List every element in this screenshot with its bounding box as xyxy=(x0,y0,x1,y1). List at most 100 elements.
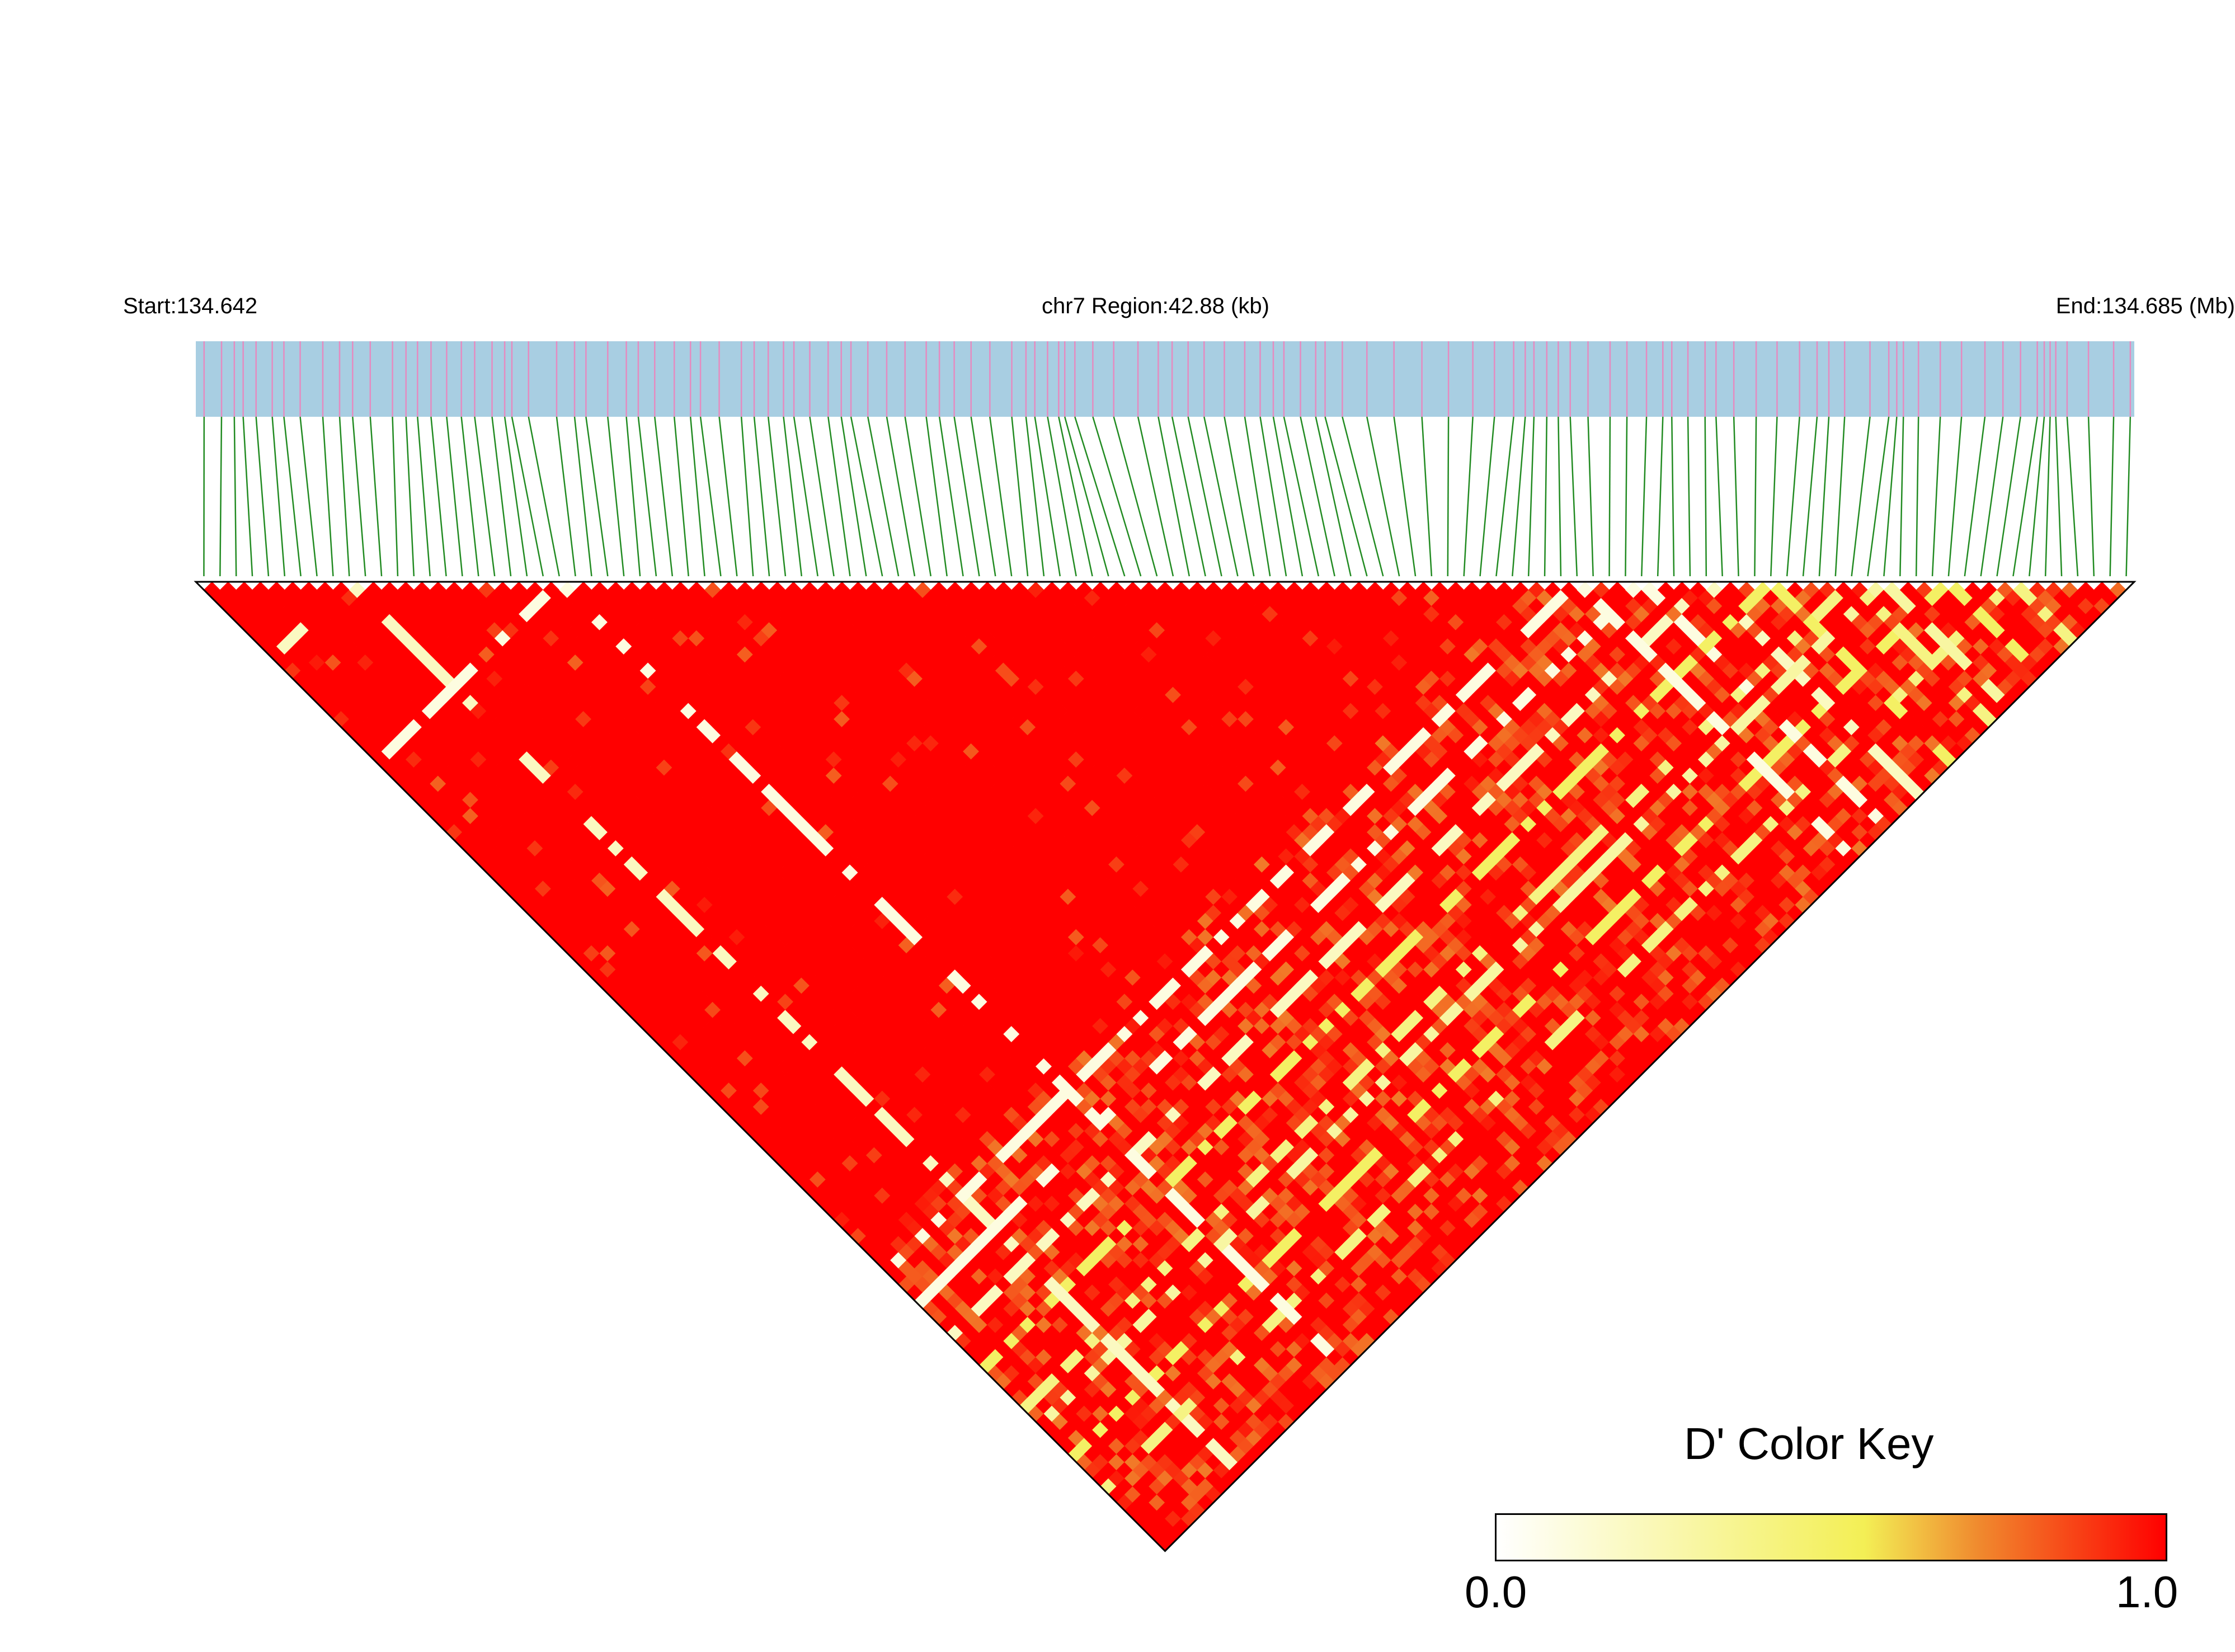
snp-connector xyxy=(511,416,544,577)
snp-connector xyxy=(1569,416,1578,577)
snp-connector xyxy=(255,416,270,577)
snp-connector xyxy=(1342,416,1384,577)
gene-track xyxy=(196,341,2134,417)
snp-connector xyxy=(1366,416,1400,577)
snp-connector xyxy=(753,416,770,577)
snp-connector xyxy=(1544,416,1548,577)
snp-connector xyxy=(1980,416,2004,577)
snp-connector xyxy=(352,416,366,577)
snp-connector xyxy=(1113,416,1158,577)
snp-connector xyxy=(1171,416,1206,577)
snp-connector xyxy=(338,416,350,577)
snp-connector xyxy=(867,416,900,577)
snp-connector xyxy=(793,416,818,577)
snp-connector xyxy=(1715,416,1723,577)
snp-connector xyxy=(1587,416,1594,577)
snp-connector xyxy=(1283,416,1320,577)
snp-connector xyxy=(1527,416,1535,577)
snp-connector xyxy=(1818,416,1830,577)
snp-connector xyxy=(925,416,948,577)
snp-connector xyxy=(528,416,560,577)
snp-connector xyxy=(322,416,334,577)
snp-connector xyxy=(242,416,253,577)
snp-connector xyxy=(938,416,964,577)
snp-connector xyxy=(573,416,592,577)
snp-connector xyxy=(1931,416,1941,577)
snp-connector xyxy=(474,416,496,577)
snp-connector xyxy=(970,416,996,577)
snp-connector xyxy=(1754,416,1757,577)
snp-connector xyxy=(1671,416,1675,577)
snp-connector xyxy=(2012,416,2038,577)
snp-connector xyxy=(1851,416,1871,577)
snp-connector xyxy=(491,416,512,577)
snp-connector xyxy=(299,416,318,577)
snp-connector xyxy=(585,416,609,577)
snp-connector xyxy=(1025,416,1045,577)
snp-connector xyxy=(417,416,431,577)
snp-connector xyxy=(904,416,932,577)
snp-connector xyxy=(1315,416,1352,577)
snp-connector xyxy=(1641,416,1648,577)
snp-connector xyxy=(1300,416,1335,577)
snp-connector xyxy=(827,416,851,577)
snp-connector xyxy=(740,416,754,577)
snp-connector xyxy=(1047,416,1077,577)
snp-connector xyxy=(840,416,867,577)
snp-connector xyxy=(1657,416,1664,577)
snp-connector xyxy=(1034,416,1061,577)
snp-connector xyxy=(1272,416,1304,577)
snp-connector xyxy=(405,416,415,577)
snp-connector xyxy=(1733,416,1739,577)
snp-connector xyxy=(369,416,383,577)
snp-connector xyxy=(271,416,286,577)
snp-connector xyxy=(1834,416,1846,577)
snp-connector xyxy=(1187,416,1222,577)
snp-connector xyxy=(392,416,399,577)
snp-connector xyxy=(783,416,803,577)
snp-connector xyxy=(430,416,447,577)
snp-connector xyxy=(1625,416,1628,577)
snp-connector xyxy=(637,416,657,577)
snp-connector xyxy=(1137,416,1174,577)
snp-connector xyxy=(1915,416,1919,577)
snp-connector xyxy=(718,416,738,577)
snp-connector xyxy=(699,416,722,577)
snp-connector xyxy=(809,416,835,577)
snp-connector xyxy=(556,416,576,577)
snp-connector xyxy=(1802,416,1818,577)
snp-connector xyxy=(2029,416,2045,577)
snp-connector xyxy=(1324,416,1368,577)
snp-connector xyxy=(2044,416,2051,577)
snp-connector xyxy=(219,416,223,577)
snp-connector xyxy=(673,416,689,577)
snp-connector xyxy=(689,416,705,577)
snp-connector xyxy=(1393,416,1417,577)
snp-connector xyxy=(2109,416,2115,577)
snp-connector xyxy=(504,416,528,577)
snp-connector xyxy=(2066,416,2079,577)
snp-connector xyxy=(1947,416,1963,577)
snp-connector xyxy=(1964,416,1986,577)
snp-connector xyxy=(1011,416,1029,577)
snp-connector xyxy=(989,416,1013,577)
snp-connector xyxy=(1092,416,1142,577)
snp-marks xyxy=(203,341,2132,417)
snp-connector xyxy=(1224,416,1255,577)
ld-cells xyxy=(204,581,2126,1551)
snp-connector xyxy=(2055,416,2063,577)
snp-connector xyxy=(1158,416,1191,577)
snp-connector xyxy=(1259,416,1287,577)
snp-connector xyxy=(625,416,641,577)
snp-connector xyxy=(1867,416,1890,577)
snp-connector xyxy=(1883,416,1898,577)
snp-connector xyxy=(233,416,237,577)
snp-connector xyxy=(1770,416,1778,577)
snp-connector xyxy=(953,416,980,577)
snp-connector xyxy=(1479,416,1495,577)
snp-connector xyxy=(460,416,479,577)
snp-connector xyxy=(2125,416,2132,577)
snp-connector-lines xyxy=(203,416,2132,577)
snp-connector xyxy=(1786,416,1800,577)
